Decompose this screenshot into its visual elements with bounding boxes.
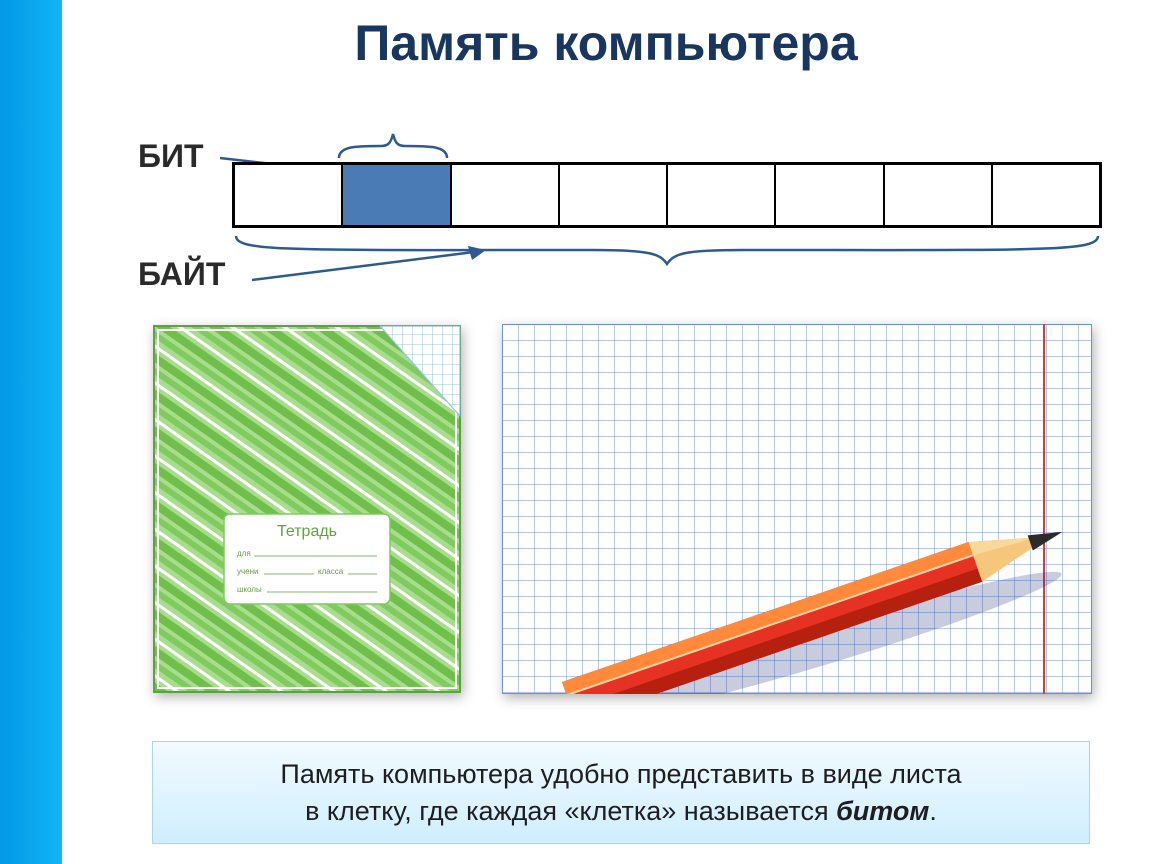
bit-byte-diagram: БИТ БАЙТ bbox=[92, 104, 1120, 314]
caption-line1: Память компьютера удобно представить в в… bbox=[280, 759, 961, 789]
bit-cell bbox=[560, 165, 668, 225]
illustrations-row: Тетрадь для учени класса школы bbox=[92, 324, 1120, 704]
page-title: Память компьютера bbox=[92, 14, 1120, 72]
byte-label: БАЙТ bbox=[138, 256, 225, 293]
bit-cell bbox=[885, 165, 993, 225]
svg-text:для: для bbox=[237, 549, 251, 558]
svg-text:учени: учени bbox=[237, 567, 259, 576]
bit-cell-filled bbox=[343, 165, 451, 225]
bit-cell bbox=[776, 165, 884, 225]
bit-cell bbox=[235, 165, 343, 225]
svg-text:класса: класса bbox=[318, 567, 344, 576]
caption-line2a: в клетку, где каждая «клетка» называется bbox=[305, 796, 836, 826]
bit-label: БИТ bbox=[138, 138, 204, 175]
gridpaper-illustration bbox=[502, 324, 1092, 694]
caption-line2b: . bbox=[929, 796, 937, 826]
byte-row bbox=[232, 162, 1102, 228]
notebook-illustration: Тетрадь для учени класса школы bbox=[152, 324, 462, 694]
bit-cell bbox=[668, 165, 776, 225]
svg-text:школы: школы bbox=[237, 585, 262, 594]
sidebar-accent bbox=[0, 0, 62, 864]
bit-cell bbox=[993, 165, 1099, 225]
notebook-label-title: Тетрадь bbox=[277, 523, 337, 540]
slide-content: Память компьютера БИТ БАЙТ bbox=[62, 0, 1150, 864]
caption-em: битом bbox=[836, 796, 929, 826]
caption-box: Память компьютера удобно представить в в… bbox=[152, 741, 1090, 844]
arrow-byte-icon bbox=[250, 244, 490, 292]
brace-top-icon bbox=[337, 132, 449, 160]
bit-cell bbox=[452, 165, 560, 225]
